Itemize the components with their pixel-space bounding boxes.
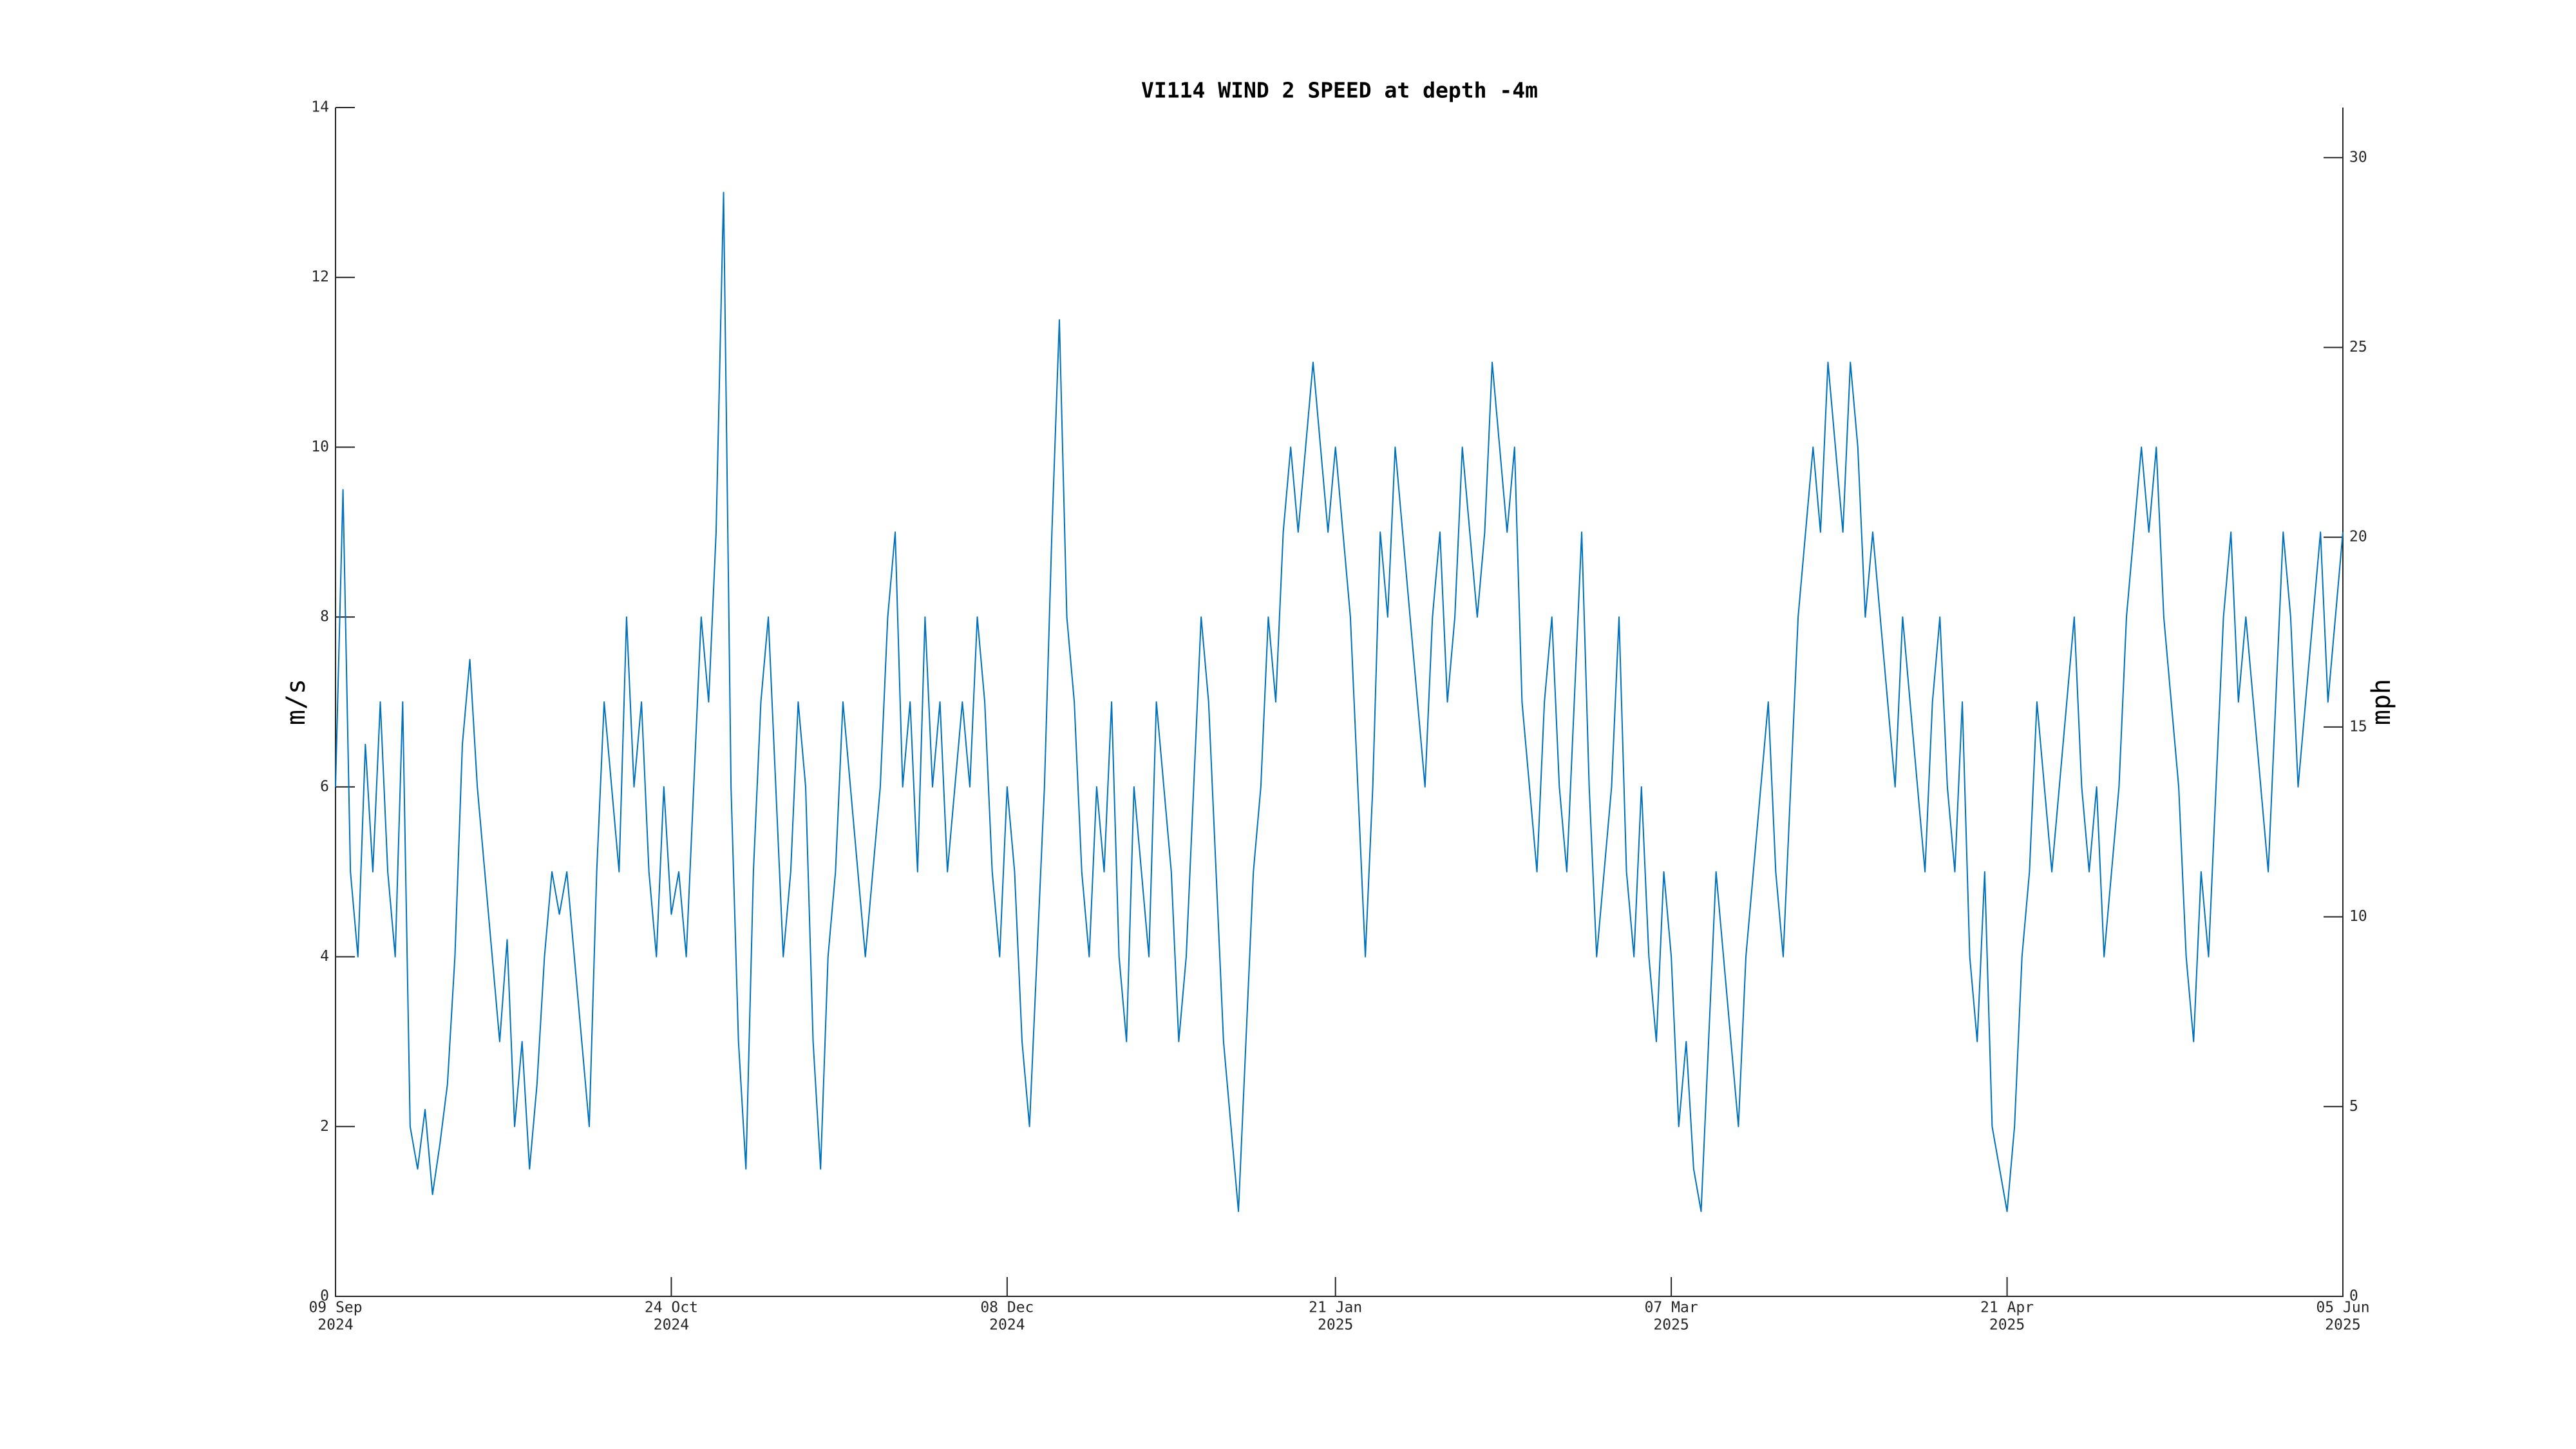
y2-tick-label: 10 (2349, 908, 2367, 925)
axis-line (335, 108, 2344, 1297)
x-tick-label: 05 Jun (2316, 1300, 2369, 1316)
x-tick-label: 2024 (317, 1317, 353, 1334)
y2-tick-label: 20 (2349, 529, 2367, 545)
y2-tick-label: 25 (2349, 339, 2367, 355)
y2-axis-label: mph (2367, 679, 2396, 725)
y-tick-label: 14 (311, 99, 329, 116)
y-tick-label: 8 (320, 609, 329, 625)
y-axis-label: m/s (281, 679, 311, 725)
x-tick-label: 08 Dec (980, 1300, 1034, 1316)
y-tick-label: 0 (320, 1288, 329, 1305)
y-tick-label: 12 (311, 269, 329, 285)
x-tick-label: 07 Mar (1645, 1300, 1698, 1316)
y2-tick-label: 0 (2349, 1288, 2358, 1305)
y-tick-label: 2 (320, 1118, 329, 1135)
y-tick-label: 4 (320, 948, 329, 965)
x-tick-label: 24 Oct (645, 1300, 698, 1316)
x-tick-label: 2024 (989, 1317, 1025, 1334)
x-tick-label: 21 Jan (1309, 1300, 1362, 1316)
y2-tick-label: 5 (2349, 1098, 2358, 1115)
x-tick-label: 21 Apr (1980, 1300, 2034, 1316)
x-tick-label: 2025 (2325, 1317, 2360, 1334)
y-tick-label: 6 (320, 778, 329, 795)
x-tick-label: 2025 (1653, 1317, 1689, 1334)
y-tick-label: 10 (311, 439, 329, 455)
data-line (335, 191, 2344, 1213)
x-tick-label: 2025 (1318, 1317, 1353, 1334)
y2-tick-label: 30 (2349, 149, 2367, 166)
chart-title: VI114 WIND 2 SPEED at depth -4m (1141, 78, 1538, 103)
x-tick-label: 09 Sep (308, 1300, 362, 1316)
x-tick-label: 2024 (654, 1317, 689, 1334)
y2-tick-label: 15 (2349, 718, 2367, 735)
x-tick-label: 2025 (1989, 1317, 2025, 1334)
